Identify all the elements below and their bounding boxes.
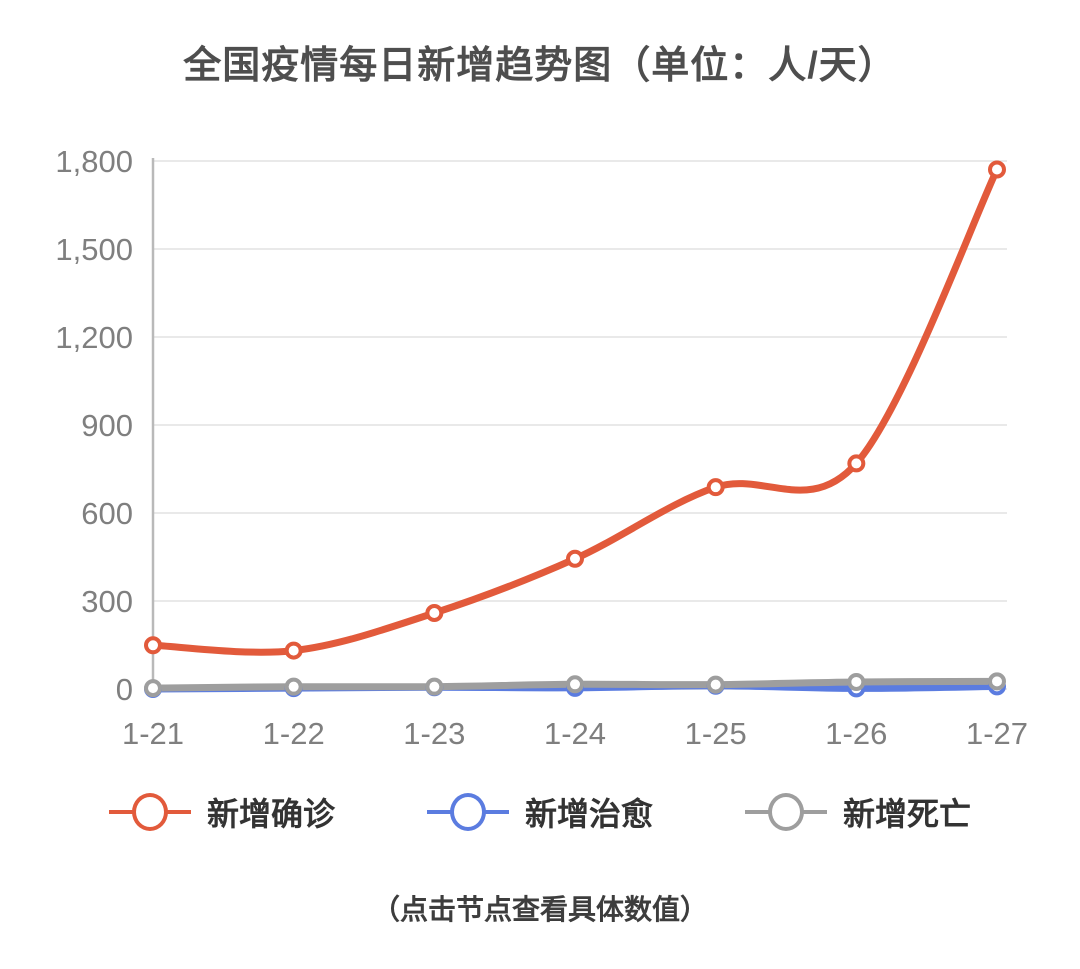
y-axis-tick-label: 1,500 — [55, 232, 133, 267]
chart-note: （点击节点查看具体数值） — [371, 894, 708, 925]
data-point-node[interactable] — [566, 675, 584, 694]
data-point-node[interactable] — [144, 679, 162, 698]
legend-item-cured[interactable]: 新增治愈 — [426, 789, 653, 835]
cured-line-marker-icon — [426, 791, 509, 833]
legend-item-deaths[interactable]: 新增死亡 — [745, 789, 971, 835]
chart-legend: 新增确诊 新增治愈 新增死亡 — [0, 782, 1080, 842]
x-axis-tick-label: 1-25 — [685, 716, 747, 751]
legend-item-confirmed[interactable]: 新增确诊 — [108, 789, 335, 835]
x-axis-tick-label: 1-27 — [966, 716, 1028, 751]
y-axis-tick-label: 600 — [81, 496, 133, 531]
legend-label-cured: 新增治愈 — [524, 796, 653, 832]
data-point-node[interactable] — [706, 675, 725, 694]
chart-title: 全国疫情每日新增趋势图（单位：人/天） — [183, 45, 897, 87]
data-point-node[interactable] — [706, 478, 725, 497]
y-axis-tick-label: 900 — [81, 408, 133, 443]
data-point-node[interactable] — [284, 641, 303, 660]
x-axis-tick-label: 1-22 — [263, 716, 325, 751]
data-point-node[interactable] — [988, 672, 1006, 691]
x-axis-tick-label: 1-21 — [122, 716, 184, 751]
y-axis-tick-label: 1,200 — [55, 320, 133, 355]
trend-line-chart: 0 300 600 900 1,200 1,500 1,800 1-21 1-22 1-23 1-2… — [55, 144, 1028, 751]
x-axis-tick-label: 1-24 — [544, 716, 606, 751]
y-axis-tick-label: 300 — [81, 584, 133, 619]
deaths-line-marker-icon — [745, 791, 827, 833]
data-point-node[interactable] — [847, 672, 866, 691]
x-axis-tick-label: 1-23 — [403, 716, 465, 751]
series-line-0 — [149, 166, 1001, 656]
confirmed-line-marker-icon — [108, 791, 191, 833]
y-axis-tick-label: 0 — [116, 672, 133, 707]
data-point-node[interactable] — [988, 160, 1006, 179]
data-point-node[interactable] — [847, 454, 866, 473]
y-axis-tick-label: 1,800 — [55, 144, 133, 179]
legend-label-confirmed: 新增确诊 — [206, 796, 335, 832]
data-point-node[interactable] — [566, 549, 584, 568]
x-axis-tick-label: 1-26 — [825, 716, 887, 751]
data-point-node[interactable] — [425, 604, 444, 623]
data-point-node[interactable] — [284, 677, 303, 696]
legend-label-deaths: 新增死亡 — [843, 796, 972, 832]
data-point-node[interactable] — [144, 636, 162, 655]
data-point-node[interactable] — [425, 677, 444, 696]
